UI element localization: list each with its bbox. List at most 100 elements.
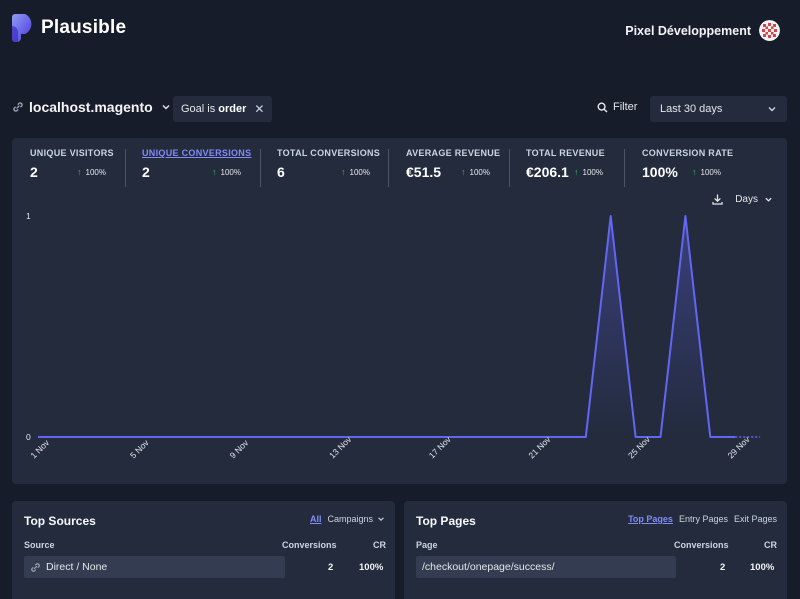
stat-label: UNIQUE CONVERSIONS <box>142 148 252 158</box>
site-switcher[interactable]: localhost.magento <box>12 99 171 115</box>
stat-value: €206.1 <box>526 164 569 180</box>
conversions-line-chart[interactable]: 011 Nov 5 Nov 9 Nov 13 Nov 17 Nov 21 Nov 25 No… <box>12 198 787 484</box>
row-bar <box>24 556 285 578</box>
stat-change: ↑ 100% <box>212 167 241 177</box>
sources-tabs: All Campaigns <box>304 514 385 524</box>
link-icon <box>13 102 23 112</box>
stat-value: 6 <box>277 164 285 180</box>
col-header-page: Page <box>416 540 438 550</box>
stat-label: CONVERSION RATE <box>642 148 734 158</box>
tab-campaigns-label: Campaigns <box>327 514 373 524</box>
user-menu[interactable]: Pixel Développement <box>625 20 780 41</box>
stat-change: ↑ 100% <box>77 167 106 177</box>
stat-divider <box>509 149 510 187</box>
stat-average-revenue[interactable]: AVERAGE REVENUE €51.5 ↑ 100% <box>406 148 500 188</box>
y-tick-label: 0 <box>26 432 31 442</box>
stat-divider <box>125 149 126 187</box>
brand-name: Plausible <box>41 17 127 38</box>
download-icon[interactable] <box>712 194 723 205</box>
series-area <box>38 216 736 437</box>
stat-change: ↑ 100% <box>574 167 603 177</box>
tab-campaigns[interactable]: Campaigns <box>327 514 385 524</box>
tab-top-pages[interactable]: Top Pages <box>628 514 673 524</box>
filter-label: Filter <box>613 101 638 113</box>
top-bar: Plausible Pixel Développement <box>0 0 800 60</box>
arrow-up-icon: ↑ <box>692 167 697 177</box>
chevron-down-icon <box>162 105 170 110</box>
stat-change: ↑ 100% <box>341 167 370 177</box>
stat-conversion-rate[interactable]: CONVERSION RATE 100% ↑ 100% <box>642 148 733 188</box>
col-header-cr: CR <box>373 540 386 550</box>
arrow-up-icon: ↑ <box>461 167 466 177</box>
user-name: Pixel Développement <box>625 23 751 38</box>
stat-change: ↑ 100% <box>461 167 490 177</box>
stat-divider <box>624 149 625 187</box>
stat-unique-visitors[interactable]: UNIQUE VISITORS 2 ↑ 100% <box>30 148 114 188</box>
tab-all[interactable]: All <box>309 514 322 524</box>
col-header-conversions: Conversions <box>674 540 729 550</box>
row-conversions: 2 <box>720 561 726 573</box>
main-graph-card: UNIQUE VISITORS 2 ↑ 100% UNIQUE CONVERSIO… <box>12 138 787 484</box>
chevron-down-icon <box>768 107 776 112</box>
period-select[interactable]: Last 30 days <box>650 96 787 122</box>
panel-title: Top Sources <box>24 514 96 528</box>
pages-tabs: Top Pages Entry Pages Exit Pages <box>622 514 777 524</box>
stat-label: UNIQUE VISITORS <box>30 148 114 158</box>
chevron-down-icon <box>378 517 384 521</box>
interval-select[interactable]: Days <box>735 194 773 205</box>
tab-exit-pages[interactable]: Exit Pages <box>733 514 777 524</box>
goal-filter-pill[interactable]: Goal is order ✕ <box>173 96 273 122</box>
stat-change: ↑ 100% <box>692 167 721 177</box>
filter-button[interactable]: Filter <box>597 101 637 113</box>
arrow-up-icon: ↑ <box>341 167 346 177</box>
stat-value: 2 <box>30 164 38 180</box>
stat-label: TOTAL REVENUE <box>526 148 605 158</box>
stat-value: 2 <box>142 164 150 180</box>
arrow-up-icon: ↑ <box>212 167 217 177</box>
x-tick-label: 1 Nov <box>28 437 51 460</box>
list-item[interactable]: /checkout/onepage/success/ <box>422 556 555 578</box>
x-tick-label: 5 Nov <box>128 437 151 460</box>
col-header-source: Source <box>24 540 55 550</box>
panel-title: Top Pages <box>416 514 476 528</box>
top-pages-panel: Top Pages Top Pages Entry Pages Exit Pag… <box>404 501 787 599</box>
row-conversions: 2 <box>328 561 334 573</box>
site-domain: localhost.magento <box>29 99 153 115</box>
stat-value: 100% <box>642 164 678 180</box>
list-item[interactable]: Direct / None <box>30 556 107 578</box>
page-path: /checkout/onepage/success/ <box>422 561 555 573</box>
search-icon <box>597 101 608 112</box>
row-cr: 100% <box>359 561 384 573</box>
chevron-down-icon <box>765 197 772 202</box>
row-cr: 100% <box>750 561 775 573</box>
stat-total-revenue[interactable]: TOTAL REVENUE €206.1 ↑ 100% <box>526 148 605 188</box>
source-name: Direct / None <box>46 561 108 573</box>
chart-tools: Days <box>712 194 773 205</box>
arrow-up-icon: ↑ <box>574 167 579 177</box>
col-header-cr: CR <box>764 540 777 550</box>
filter-bar: localhost.magento Goal is order ✕ Filter… <box>0 96 800 122</box>
y-tick-label: 1 <box>26 211 31 221</box>
goal-filter-value: order <box>218 103 247 115</box>
plausible-logo[interactable]: Plausible <box>12 14 126 42</box>
stat-total-conversions[interactable]: TOTAL CONVERSIONS 6 ↑ 100% <box>277 148 380 188</box>
arrow-up-icon: ↑ <box>77 167 82 177</box>
stat-value: €51.5 <box>406 164 442 180</box>
top-sources-panel: Top Sources All Campaigns Source Convers… <box>12 501 395 599</box>
tab-entry-pages[interactable]: Entry Pages <box>678 514 728 524</box>
stat-label: AVERAGE REVENUE <box>406 148 501 158</box>
col-header-conversions: Conversions <box>282 540 337 550</box>
link-icon <box>31 562 40 572</box>
stat-unique-conversions[interactable]: UNIQUE CONVERSIONS 2 ↑ 100% <box>142 148 251 188</box>
user-avatar <box>759 20 780 41</box>
stat-label: TOTAL CONVERSIONS <box>277 148 381 158</box>
row-bar <box>416 556 676 578</box>
x-tick-label: 9 Nov <box>228 437 251 460</box>
stat-divider <box>388 149 389 187</box>
interval-label: Days <box>735 194 758 205</box>
goal-filter-label: Goal is <box>181 103 216 115</box>
remove-filter-close-icon[interactable]: ✕ <box>254 102 265 116</box>
plausible-logo-icon <box>12 14 32 42</box>
stat-divider <box>260 149 261 187</box>
period-label: Last 30 days <box>660 103 723 115</box>
